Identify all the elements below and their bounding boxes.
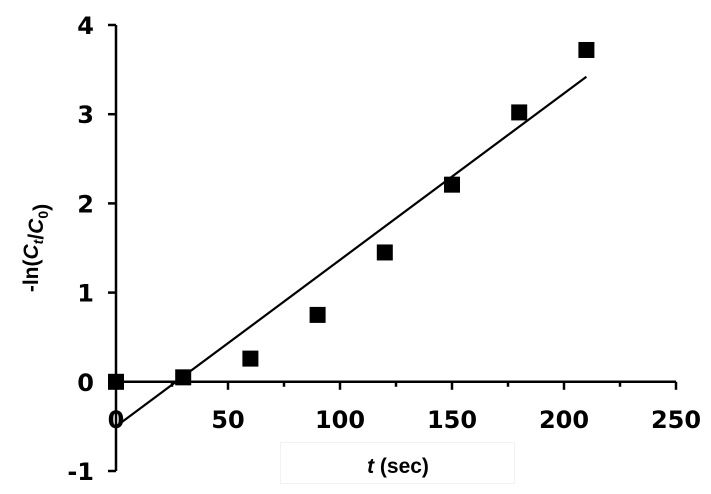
subscript: t — [30, 238, 46, 244]
x-tick-label: 200 — [539, 406, 589, 434]
square-marker — [175, 369, 192, 386]
square-marker — [108, 373, 124, 390]
x-tick-label: 100 — [315, 406, 365, 434]
y-tick-label: 4 — [77, 12, 94, 40]
y-axis-title-text: -ln(Ct/C0) — [20, 204, 53, 292]
subscript: 0 — [35, 211, 51, 219]
y-tick-label: 2 — [77, 190, 94, 218]
square-marker — [511, 104, 528, 121]
square-marker — [309, 306, 326, 323]
y-tick-label: 1 — [77, 280, 94, 308]
x-tick-label: 250 — [651, 406, 701, 434]
fit-line — [115, 75, 588, 428]
square-marker — [578, 41, 595, 58]
y-axis-title: -ln(Ct/C0) — [20, 204, 53, 292]
y-tick-label: 0 — [77, 369, 94, 397]
x-tick-label: 150 — [427, 406, 477, 434]
x-tick-label: 0 — [108, 406, 125, 434]
axes: -1 0 1 2 3 4 0 50 100 150 200 250 — [67, 12, 701, 486]
square-marker — [376, 244, 393, 261]
regression-line — [115, 75, 588, 428]
x-axis-label-box — [280, 442, 515, 484]
x-axis-title: t (sec) — [367, 455, 429, 478]
square-marker — [242, 350, 259, 367]
square-marker — [444, 176, 460, 193]
y-tick-label: 3 — [77, 101, 94, 129]
y-tick-label: -1 — [67, 458, 94, 486]
x-tick-label: 50 — [211, 406, 244, 434]
data-points — [108, 41, 595, 390]
x-axis-title-text: t (sec) — [367, 455, 429, 478]
